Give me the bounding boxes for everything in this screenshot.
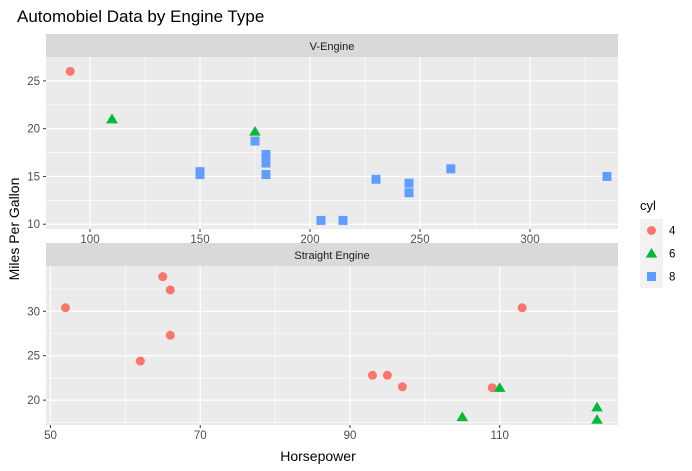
y-axis-title: Miles Per Gallon [6,178,22,281]
legend-title: cyl [640,198,656,213]
data-point-cyl-4 [60,303,70,313]
data-point-cyl-8 [446,164,456,174]
data-point-cyl-4 [367,370,377,380]
legend-key-triangle-icon [645,248,658,258]
data-point-cyl-8 [338,215,348,225]
data-point-cyl-8 [250,136,260,146]
data-point-cyl-6 [249,126,261,136]
data-point-cyl-6 [493,382,506,392]
legend-label-cyl-4: 4 [669,226,676,238]
data-point-cyl-8 [261,170,271,180]
data-point-cyl-6 [591,414,603,424]
legend-label-cyl-6: 6 [669,249,675,261]
strip-label-v-engine: V-Engine [310,41,355,53]
y-tick-label: 25 [27,351,40,363]
x-tick-label: 70 [194,430,207,442]
data-point-cyl-4 [382,370,392,380]
data-point-cyl-8 [261,149,271,159]
data-point-cyl-4 [158,272,168,282]
legend: cyl 4 6 8 [640,198,676,288]
panel-straight-engine: Straight Engine 20 25 30 50 70 90 110 [27,243,618,442]
data-point-cyl-8 [316,215,326,225]
x-axis-title: Horsepower [280,448,356,464]
data-point-cyl-6 [456,411,469,422]
strip-background-straight-engine [46,243,618,266]
data-point-cyl-8 [261,158,271,168]
data-point-cyl-8 [195,170,205,180]
data-point-cyl-4 [487,383,497,393]
data-point-cyl-8 [404,178,414,188]
data-point-cyl-4 [397,382,407,392]
strip-background-v-engine [46,34,618,57]
panel-background-v-engine [46,57,618,229]
x-tick-label: 90 [344,430,357,442]
panel-background-straight-engine [46,266,618,425]
data-point-cyl-4 [165,330,175,340]
y-tick-label: 20 [27,395,40,407]
chart-title: Automobiel Data by Engine Type [17,7,264,26]
x-tick-label: 50 [44,430,57,442]
y-tick-label: 25 [27,76,40,88]
legend-label-cyl-8: 8 [669,272,675,284]
x-tick-label: 110 [491,430,509,442]
data-point-cyl-6 [106,113,118,124]
strip-label-straight-engine: Straight Engine [294,250,369,262]
legend-key-circle-icon [647,226,656,235]
data-point-cyl-4 [517,303,527,313]
data-point-cyl-6 [591,401,603,412]
y-tick-label: 10 [27,219,40,231]
data-point-cyl-8 [602,171,612,181]
data-point-cyl-4 [65,66,75,76]
data-point-cyl-8 [404,188,414,198]
legend-key-square-icon [647,272,656,281]
data-point-cyl-4 [165,285,175,295]
y-tick-label: 30 [27,306,40,318]
data-point-cyl-4 [135,356,145,366]
y-tick-label: 20 [27,124,40,136]
data-point-cyl-8 [371,174,381,184]
y-tick-label: 15 [27,171,40,183]
